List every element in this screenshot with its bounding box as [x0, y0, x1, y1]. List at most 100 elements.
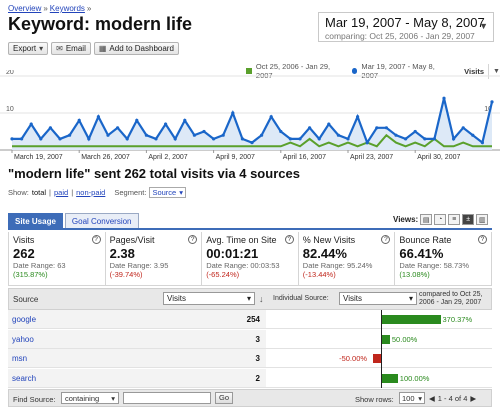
current-period-swatch [351, 68, 358, 74]
metric-label: Visits [13, 235, 35, 245]
help-icon[interactable]: ? [477, 235, 487, 244]
metric-change: (-39.74%) [109, 270, 143, 279]
metric-value: 00:01:21 [206, 246, 259, 261]
views-label: Views: [393, 215, 419, 224]
individual-source-label: Individual Source: [273, 295, 329, 302]
show-paid-link[interactable]: paid [54, 188, 69, 197]
current-point [394, 133, 398, 137]
current-point [365, 141, 369, 145]
current-point [298, 137, 302, 141]
metric-card: Avg. Time on Site? 00:01:21 Date Range: 00… [202, 232, 299, 285]
pivot-view-icon[interactable]: ▥ [476, 214, 489, 225]
metric-value: 66.41% [399, 246, 444, 261]
comparison-bar-area: 50.00% [266, 330, 492, 348]
page-info: 1 - 4 of 4 [437, 394, 468, 403]
metric-column-select[interactable]: Visits ▾ [163, 292, 255, 305]
row-left-panel [8, 349, 266, 367]
current-point [356, 115, 360, 119]
source-visits: 2 [255, 373, 260, 383]
page-title: Keyword: modern life [8, 14, 193, 34]
x-tick-label: April 2, 2007 [148, 154, 187, 161]
show-nonpaid-link[interactable]: non-paid [76, 188, 106, 197]
current-point [125, 137, 129, 141]
bar-view-icon[interactable]: ≡ [448, 214, 461, 225]
source-name-link[interactable]: yahoo [12, 334, 34, 344]
x-tick-label: April 16, 2007 [283, 154, 326, 161]
current-point [336, 133, 340, 137]
source-visits: 3 [255, 354, 260, 363]
current-point [183, 118, 187, 122]
tab-site-usage[interactable]: Site Usage [8, 213, 63, 228]
current-point [173, 137, 177, 141]
segment-select[interactable]: Source ▾ [149, 187, 186, 198]
row-left-panel [8, 329, 266, 348]
export-button[interactable]: Export ▾ [8, 42, 49, 55]
current-point [240, 137, 244, 141]
source-column-header[interactable]: Source [13, 295, 39, 304]
show-label: Show: [8, 188, 29, 197]
help-icon[interactable]: ? [91, 235, 101, 244]
comparison-value: 100.00% [399, 373, 430, 383]
table-row: msn 3 -50.00% [8, 349, 492, 368]
breadcrumb-keywords[interactable]: Keywords [49, 4, 85, 13]
graph-metric-select[interactable]: Visits [460, 63, 490, 79]
help-icon[interactable]: ? [381, 235, 391, 244]
current-point [192, 133, 196, 137]
find-source-input[interactable] [123, 392, 211, 404]
current-point [423, 137, 427, 141]
go-button[interactable]: Go [215, 392, 233, 404]
table-view-icon[interactable]: ▤ [420, 214, 433, 225]
x-tick-label: April 9, 2007 [216, 154, 255, 161]
current-point [279, 129, 283, 134]
chevron-down-icon: ▼ [479, 21, 488, 31]
metric-date-range: Date Range: 95.24% [302, 261, 373, 270]
comparison-bar [373, 354, 381, 363]
chevron-down-icon: ▾ [111, 393, 115, 403]
source-name-link[interactable]: google [12, 315, 37, 324]
report-tabs: Site Usage Goal Conversion [8, 213, 139, 228]
source-visits: 254 [246, 315, 260, 324]
current-point [413, 129, 417, 134]
y-tick-label: 20 [6, 70, 14, 76]
chevron-down-icon: ▾ [39, 44, 44, 53]
summary-heading: "modern life" sent 262 total visits via … [8, 166, 300, 181]
chevron-down-icon: ▾ [179, 188, 183, 197]
current-point [471, 133, 475, 137]
current-point [212, 137, 216, 141]
current-point [404, 137, 408, 141]
add-to-dashboard-button[interactable]: ▦ Add to Dashboard [93, 42, 179, 55]
rows-per-page-select[interactable]: 100 ▾ [399, 392, 425, 404]
show-filter-row: Show: total | paid | non-paid Segment: Sou… [8, 187, 186, 198]
source-name-link[interactable]: msn [12, 354, 28, 363]
email-label: Email [65, 44, 86, 53]
comparison-view-icon[interactable]: ± [462, 214, 475, 225]
sort-descending-icon[interactable]: ↓ [259, 294, 264, 304]
date-range-comparing: comparing: Oct 25, 2006 - Jan 29, 2007 [325, 31, 475, 41]
current-point [221, 133, 225, 137]
source-name-link[interactable]: search [12, 373, 37, 383]
match-mode-select[interactable]: containing ▾ [61, 392, 119, 404]
date-range-picker[interactable]: Mar 19, 2007 - May 8, 2007 comparing: Oc… [318, 12, 494, 42]
next-page-icon[interactable]: ▶ [470, 394, 477, 403]
tab-goal-conversion[interactable]: Goal Conversion [64, 213, 139, 228]
email-button[interactable]: ✉ Email [51, 42, 91, 55]
current-point [231, 111, 235, 115]
pagination: ◀ 1 - 4 of 4 ▶ [429, 394, 476, 403]
metric-change: (13.08%) [399, 270, 430, 279]
help-icon[interactable]: ? [188, 235, 198, 244]
y-tick-label-right: 10 [484, 106, 492, 113]
pie-view-icon[interactable]: ◔ [434, 214, 447, 225]
current-point [384, 126, 388, 130]
previous-period-swatch [246, 68, 252, 74]
current-point [260, 133, 264, 137]
breadcrumb-overview[interactable]: Overview [8, 4, 42, 13]
prev-page-icon[interactable]: ◀ [429, 394, 435, 403]
table-row: yahoo 3 50.00% [8, 329, 492, 349]
current-point [144, 133, 148, 137]
current-point [452, 137, 456, 141]
current-point [116, 126, 120, 130]
metric-change: (-13.44%) [302, 270, 336, 279]
help-icon[interactable]: ? [284, 235, 294, 244]
metric-label: % New Visits [302, 235, 356, 245]
individual-source-select[interactable]: Visits ▾ [339, 292, 417, 305]
